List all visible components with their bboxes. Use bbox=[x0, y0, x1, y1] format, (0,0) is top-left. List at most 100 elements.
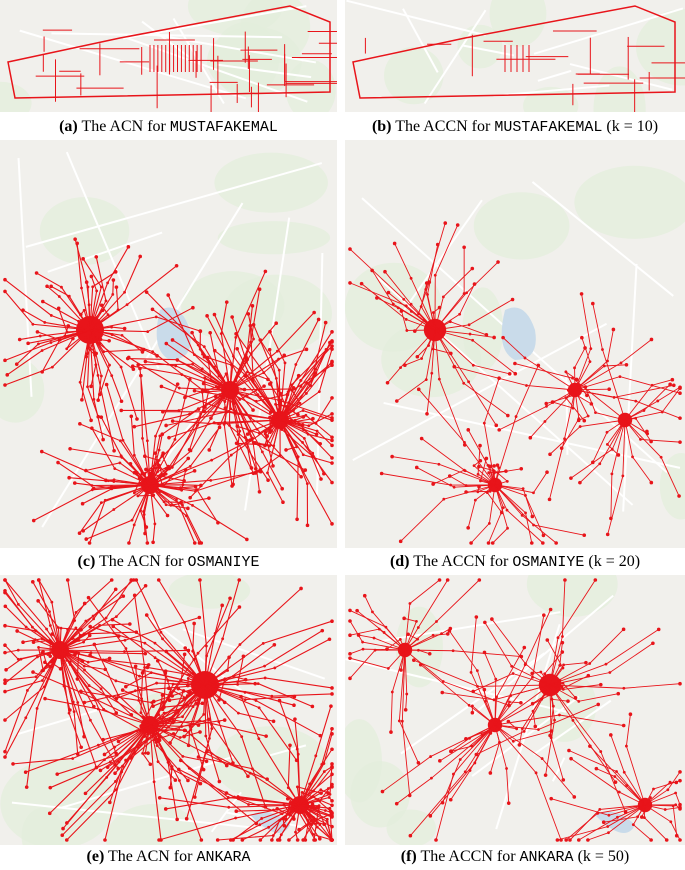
network-node bbox=[106, 281, 110, 285]
network-node bbox=[24, 625, 28, 629]
network-node bbox=[143, 641, 147, 645]
network-node bbox=[202, 712, 206, 716]
network-node bbox=[327, 796, 331, 799]
network-node bbox=[348, 247, 352, 251]
network-node bbox=[178, 779, 181, 782]
network-node bbox=[182, 652, 187, 657]
network-node bbox=[330, 461, 334, 465]
network-node bbox=[402, 616, 406, 621]
network-node bbox=[494, 423, 499, 428]
network-node bbox=[254, 699, 258, 702]
network-node bbox=[530, 514, 535, 519]
network-node bbox=[462, 245, 466, 250]
network-node bbox=[67, 711, 71, 715]
network-node bbox=[607, 387, 612, 392]
network-node bbox=[45, 627, 48, 631]
road bbox=[210, 791, 242, 833]
road bbox=[565, 375, 569, 455]
network-node bbox=[298, 401, 302, 405]
network-node bbox=[156, 470, 160, 474]
network-node bbox=[72, 481, 77, 485]
network-node bbox=[427, 280, 432, 284]
network-node bbox=[92, 617, 96, 621]
network-node bbox=[297, 422, 301, 426]
network-node bbox=[652, 787, 655, 791]
network-node bbox=[304, 413, 308, 417]
network-node bbox=[56, 460, 60, 465]
network-node bbox=[130, 364, 135, 368]
network-node bbox=[65, 578, 70, 582]
network-node bbox=[470, 710, 475, 715]
map-panel bbox=[345, 575, 685, 845]
network-node bbox=[588, 360, 592, 364]
network-node bbox=[385, 647, 389, 651]
network-node bbox=[120, 333, 124, 337]
network-node bbox=[99, 501, 103, 505]
caption-label: (c) bbox=[77, 553, 96, 570]
network-node bbox=[330, 732, 334, 736]
network-node bbox=[315, 825, 319, 829]
network-node bbox=[212, 312, 217, 317]
network-node bbox=[274, 321, 279, 326]
network-node bbox=[24, 716, 28, 720]
network-node bbox=[266, 478, 270, 482]
network-node bbox=[279, 833, 283, 837]
park-area bbox=[21, 807, 65, 845]
network-node bbox=[125, 303, 129, 307]
network-node bbox=[102, 707, 105, 711]
network-node bbox=[198, 329, 203, 333]
network-node bbox=[445, 632, 450, 636]
network-node bbox=[523, 663, 527, 667]
network-node bbox=[148, 762, 153, 767]
network-node bbox=[678, 416, 682, 420]
network-node bbox=[204, 759, 209, 764]
network-node bbox=[550, 400, 555, 404]
network-node bbox=[484, 699, 487, 703]
network-node bbox=[586, 673, 591, 678]
network-node bbox=[361, 647, 365, 651]
network-node bbox=[146, 751, 150, 755]
network-node bbox=[152, 780, 156, 784]
network-node bbox=[217, 698, 221, 702]
network-node bbox=[154, 740, 159, 744]
network-node bbox=[82, 664, 86, 668]
network-node bbox=[87, 303, 91, 307]
network-node bbox=[80, 398, 84, 402]
network-node bbox=[141, 436, 144, 440]
network-node bbox=[181, 503, 184, 507]
network-node bbox=[476, 472, 480, 476]
network-node bbox=[497, 428, 502, 432]
network-node bbox=[30, 580, 35, 584]
network-node bbox=[34, 675, 38, 679]
network-node bbox=[164, 472, 168, 476]
network-node bbox=[547, 497, 552, 502]
park-area bbox=[574, 165, 685, 239]
network-node bbox=[260, 450, 264, 454]
network-node bbox=[311, 816, 315, 819]
network-node bbox=[155, 744, 159, 747]
network-node bbox=[99, 374, 103, 378]
network-node bbox=[475, 669, 479, 673]
network-node bbox=[296, 455, 300, 459]
network-node bbox=[530, 671, 534, 676]
network-node bbox=[678, 778, 682, 783]
network-node bbox=[678, 802, 682, 807]
network-node bbox=[305, 523, 310, 528]
network-node bbox=[606, 825, 610, 828]
network-node bbox=[121, 594, 126, 598]
network-node bbox=[406, 632, 410, 637]
network-node bbox=[412, 658, 416, 662]
network-node bbox=[238, 643, 242, 646]
network-node bbox=[323, 320, 328, 325]
network-node bbox=[241, 654, 246, 659]
network-node bbox=[83, 668, 86, 672]
network-node bbox=[77, 319, 80, 323]
network-node bbox=[96, 743, 100, 747]
network-node bbox=[3, 289, 7, 294]
network-node bbox=[416, 387, 421, 392]
road bbox=[551, 757, 566, 782]
network-node bbox=[403, 363, 407, 368]
network-node bbox=[31, 518, 36, 523]
network-node bbox=[506, 526, 509, 530]
network-node bbox=[292, 703, 296, 708]
